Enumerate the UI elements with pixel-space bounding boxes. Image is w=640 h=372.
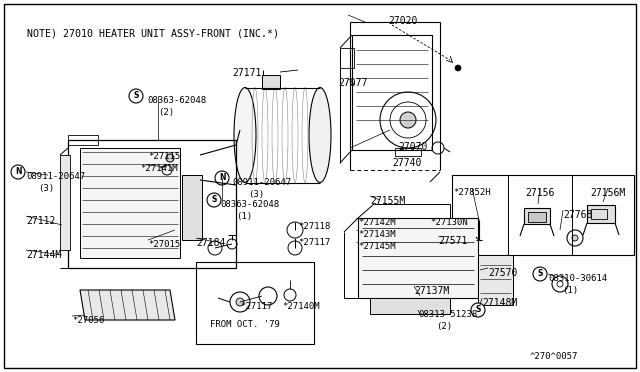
Text: 27077: 27077 — [338, 78, 367, 88]
Text: S: S — [211, 196, 217, 205]
Bar — [68, 135, 98, 145]
Text: *27015: *27015 — [148, 240, 180, 249]
Polygon shape — [80, 290, 175, 320]
Circle shape — [166, 154, 174, 162]
Text: *27141M: *27141M — [140, 164, 178, 173]
Text: 08911-20647: 08911-20647 — [232, 178, 291, 187]
Text: (1): (1) — [562, 286, 578, 295]
Text: *27130N: *27130N — [430, 218, 468, 227]
Bar — [60, 155, 70, 250]
Text: NOTE) 27010 HEATER UNIT ASSY-FRONT (INC.*): NOTE) 27010 HEATER UNIT ASSY-FRONT (INC.… — [27, 28, 279, 38]
Text: 08310-30614: 08310-30614 — [548, 274, 607, 283]
Text: *27142M: *27142M — [358, 218, 396, 227]
Text: (1): (1) — [236, 212, 252, 221]
Text: 27137M: 27137M — [414, 286, 449, 296]
Text: *27117: *27117 — [240, 302, 272, 311]
Text: 08363-62048: 08363-62048 — [220, 200, 279, 209]
Text: 27070: 27070 — [398, 142, 428, 152]
Bar — [452, 175, 634, 255]
Text: 08313-51238: 08313-51238 — [418, 310, 477, 319]
Text: *27852H: *27852H — [453, 188, 491, 197]
Text: 27144M: 27144M — [26, 250, 61, 260]
Bar — [528, 212, 546, 222]
Text: 27570: 27570 — [488, 268, 517, 278]
Bar — [68, 140, 236, 268]
Circle shape — [129, 89, 143, 103]
Text: 27112: 27112 — [26, 216, 56, 226]
Ellipse shape — [234, 87, 256, 183]
Circle shape — [471, 303, 485, 317]
Bar — [478, 255, 513, 305]
Text: 27156: 27156 — [525, 188, 555, 198]
Bar — [587, 205, 615, 223]
Circle shape — [572, 235, 578, 241]
Circle shape — [400, 112, 416, 128]
Text: 27184: 27184 — [196, 238, 225, 248]
Bar — [524, 208, 550, 224]
Ellipse shape — [309, 87, 331, 183]
Text: *27118: *27118 — [298, 222, 330, 231]
Bar — [370, 298, 450, 314]
Text: ^270^0057: ^270^0057 — [530, 352, 579, 361]
Bar — [395, 148, 421, 156]
Circle shape — [533, 267, 547, 281]
Text: (2): (2) — [436, 322, 452, 331]
Text: S: S — [476, 305, 481, 314]
Circle shape — [455, 65, 461, 71]
Bar — [591, 209, 607, 219]
Bar — [358, 218, 478, 298]
Circle shape — [215, 171, 229, 185]
Bar — [80, 148, 180, 258]
Text: S: S — [538, 269, 543, 279]
Circle shape — [236, 298, 244, 306]
Bar — [196, 262, 314, 344]
Text: 27155M: 27155M — [370, 196, 405, 206]
Text: (2): (2) — [158, 108, 174, 117]
Text: *27115: *27115 — [148, 152, 180, 161]
Circle shape — [11, 165, 25, 179]
Circle shape — [207, 193, 221, 207]
Text: 27020: 27020 — [388, 16, 417, 26]
Text: N: N — [15, 167, 21, 176]
Text: (3): (3) — [38, 184, 54, 193]
Bar — [340, 48, 354, 68]
Text: *27140M: *27140M — [282, 302, 319, 311]
Text: *27117: *27117 — [298, 238, 330, 247]
Text: (3): (3) — [248, 190, 264, 199]
Bar — [352, 35, 432, 150]
Text: 27171: 27171 — [232, 68, 261, 78]
Text: 27768: 27768 — [563, 210, 593, 220]
Text: *27056: *27056 — [72, 316, 104, 325]
Text: 08363-62048: 08363-62048 — [147, 96, 206, 105]
Text: N: N — [219, 173, 225, 183]
Text: 27571: 27571 — [438, 236, 467, 246]
Text: 08911-20647: 08911-20647 — [26, 172, 85, 181]
Text: 27148M: 27148M — [482, 298, 517, 308]
Text: *27143M: *27143M — [358, 230, 396, 239]
Text: 27740: 27740 — [392, 158, 421, 168]
Text: *27145M: *27145M — [358, 242, 396, 251]
Bar — [262, 75, 280, 89]
Text: FROM OCT. '79: FROM OCT. '79 — [210, 320, 280, 329]
Bar — [182, 175, 202, 240]
Text: 27156M: 27156M — [590, 188, 626, 198]
Text: S: S — [133, 92, 139, 100]
